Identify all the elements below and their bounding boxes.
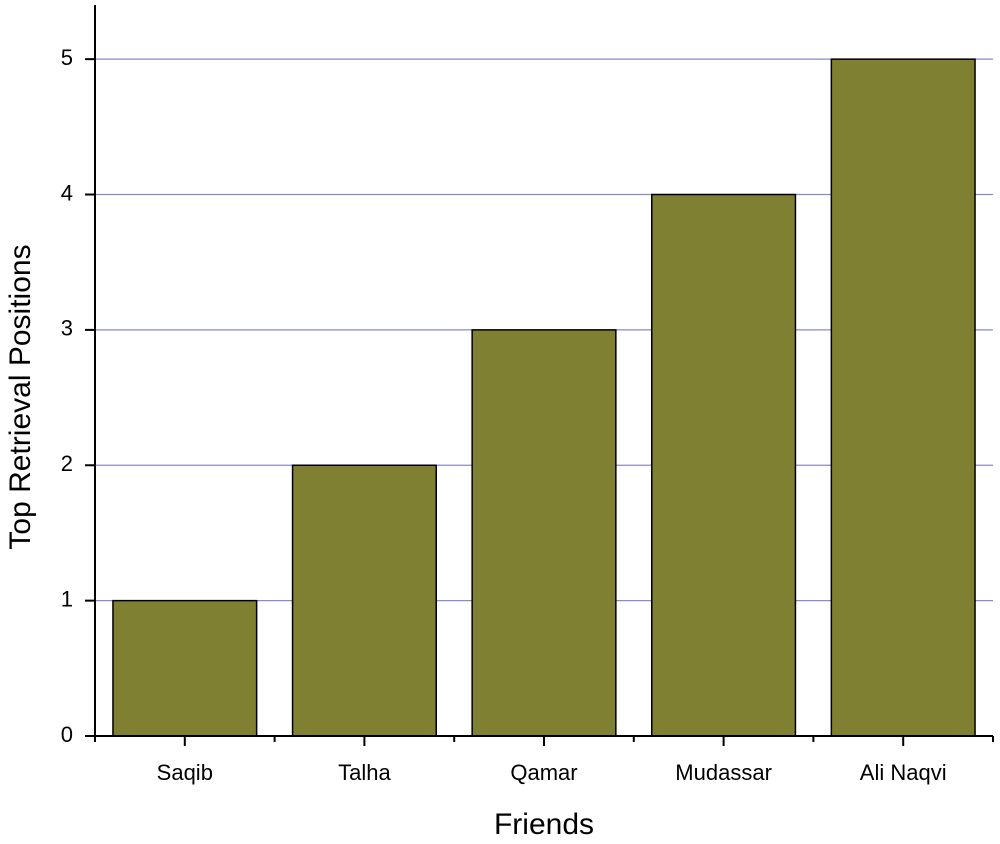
y-tick-label: 1: [61, 586, 73, 611]
x-tick-label: Ali Naqvi: [860, 760, 947, 785]
x-tick-label: Qamar: [510, 760, 577, 785]
bar: [651, 193, 797, 737]
x-tick-label: Talha: [338, 760, 391, 785]
bar: [830, 58, 976, 737]
y-tick-label: 3: [61, 316, 73, 341]
bar: [471, 329, 617, 737]
x-axis-label: Friends: [494, 808, 594, 841]
x-tick-label: Saqib: [157, 760, 213, 785]
y-tick-label: 2: [61, 451, 73, 476]
y-tick-label: 5: [61, 45, 73, 70]
bar: [112, 599, 258, 737]
y-axis-label: Top Retrieval Positions: [4, 244, 37, 549]
bar: [291, 464, 437, 737]
y-tick-label: 0: [61, 722, 73, 747]
x-tick-label: Mudassar: [675, 760, 772, 785]
y-tick-label: 4: [61, 180, 73, 205]
